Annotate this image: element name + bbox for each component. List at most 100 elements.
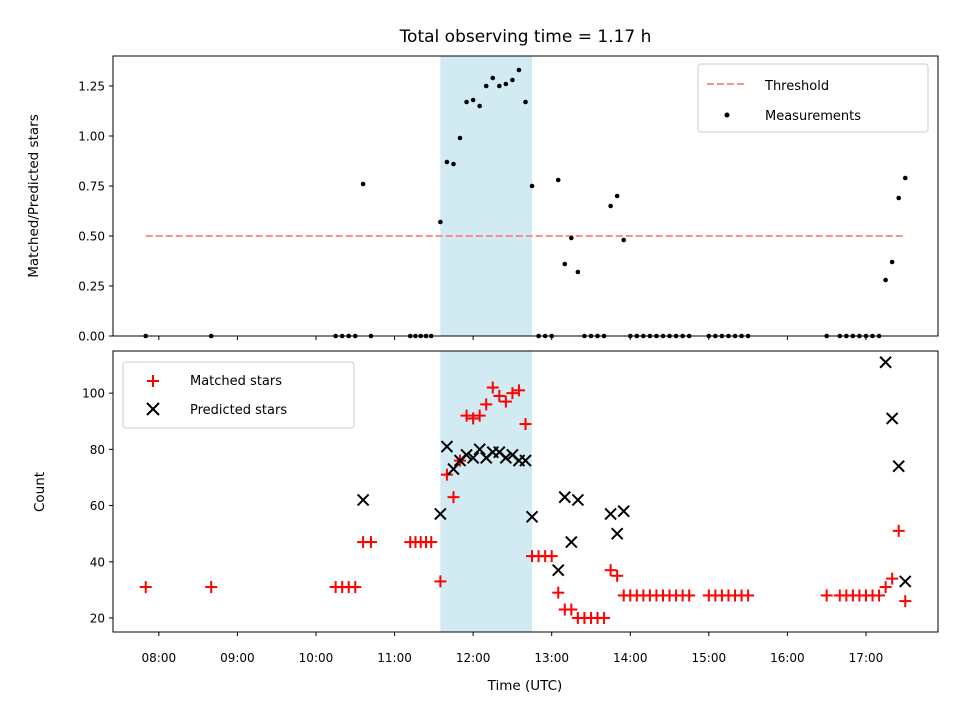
matched-star-point — [480, 398, 493, 411]
predicted-star-point — [558, 490, 571, 504]
measurement-point — [438, 219, 443, 225]
bottom-highlight-span — [440, 351, 533, 632]
predicted-star-point — [604, 507, 617, 521]
x-tick-label-5: 13:00 — [534, 651, 569, 665]
measurements-legend-marker — [724, 112, 730, 118]
matched-star-point — [545, 550, 558, 563]
x-tick-label-7: 15:00 — [692, 651, 727, 665]
predicted-star-point — [899, 575, 912, 588]
predicted-star-point — [440, 440, 454, 453]
matched-star-point — [493, 389, 506, 402]
measurement-point — [497, 83, 502, 89]
top-y-axis-label: Matched/Predicted stars — [26, 114, 42, 277]
predicted-star-point — [879, 356, 892, 369]
predicted-star-point — [499, 451, 513, 464]
matched-star-point — [873, 589, 886, 602]
measurement-point — [523, 99, 528, 105]
predicted-star-point — [356, 493, 370, 507]
bottom-y-tick-label-4: 100 — [82, 387, 105, 401]
top-axes-frame — [112, 55, 939, 337]
x-tick-label-8: 16:00 — [770, 651, 805, 665]
x-tick-label-2: 10:00 — [299, 651, 334, 665]
measurement-point — [896, 195, 902, 201]
matched-star-point — [425, 536, 438, 549]
predicted-stars-legend-marker — [146, 402, 160, 416]
measurement-point — [614, 193, 620, 199]
matched-star-point — [486, 381, 499, 394]
matched-star-point — [473, 409, 486, 422]
matched-star-point — [467, 412, 480, 425]
predicted-star-point — [565, 535, 578, 549]
bottom-legend-box — [122, 361, 355, 429]
top-panel: Total observing time = 1.17 h 0.000.250.… — [26, 27, 939, 344]
bottom-y-tick-label-1: 40 — [90, 555, 105, 569]
measurement-point — [510, 77, 515, 83]
x-tick-label-6: 14:00 — [613, 651, 648, 665]
top-y-ticks: 0.00 0.25 0.50 0.75 1.00 1.25 — [78, 80, 113, 344]
matched-star-point — [364, 536, 377, 549]
matched-star-point — [499, 395, 512, 408]
chart-title: Total observing time = 1.17 h — [399, 27, 652, 47]
matched-star-point — [552, 586, 565, 599]
top-y-tick-label-3: 0.75 — [78, 180, 105, 194]
predicted-star-point — [473, 443, 486, 456]
bottom-axes-frame — [112, 350, 939, 633]
predicted-star-point — [552, 563, 565, 577]
bottom-legend: Matched stars Predicted stars — [122, 361, 355, 429]
measurement-point — [457, 135, 463, 141]
predicted-star-point — [460, 448, 473, 462]
predicted-star-point — [525, 510, 539, 523]
measurement-point — [477, 103, 482, 109]
predicted-stars-legend-label: Predicted stars — [190, 403, 287, 418]
matched-star-point — [820, 589, 833, 602]
matched-star-point — [886, 572, 899, 585]
matched-star-point — [460, 409, 473, 422]
bottom-x-ticks: 08:00 09:00 10:00 11:00 12:00 13:00 14:00 15:00… — [142, 632, 884, 665]
matched-star-point — [899, 595, 912, 608]
x-tick-label-3: 11:00 — [377, 651, 412, 665]
matched-star-point — [879, 581, 892, 594]
matched-star-point — [440, 468, 453, 481]
measurement-point — [608, 203, 613, 209]
x-tick-label-9: 17:00 — [849, 651, 884, 665]
bottom-y-tick-label-3: 80 — [90, 443, 105, 457]
predicted-star-point — [447, 462, 460, 476]
measurement-point — [490, 75, 496, 81]
measurement-point — [444, 159, 450, 165]
top-legend-box — [697, 63, 929, 133]
top-y-tick-label-5: 1.25 — [78, 80, 105, 94]
top-y-tick-label-0: 0.00 — [78, 330, 105, 344]
x-tick-label-4: 12:00 — [456, 651, 491, 665]
measurement-point — [451, 161, 456, 167]
matched-stars-legend-marker — [147, 375, 159, 387]
matched-star-point — [683, 589, 696, 602]
top-highlight-span — [440, 56, 533, 336]
matched-star-point — [742, 589, 755, 602]
threshold-legend-label: Threshold — [764, 79, 829, 94]
matched-star-point — [598, 611, 611, 624]
measurement-point — [575, 269, 581, 275]
predicted-star-point — [434, 507, 447, 521]
measurement-point — [470, 97, 476, 103]
x-axis-label: Time (UTC) — [487, 678, 563, 694]
bottom-y-ticks: 20 40 60 80 100 — [82, 387, 113, 625]
predicted-star-point — [617, 504, 630, 518]
measurement-point — [464, 99, 469, 105]
predicted-star-point — [571, 493, 585, 507]
x-tick-label-0: 08:00 — [142, 651, 177, 665]
measurement-point — [516, 67, 522, 73]
measurement-point — [902, 175, 908, 181]
matched-star-point — [447, 491, 460, 504]
x-tick-label-1: 09:00 — [220, 651, 255, 665]
predicted-star-point — [885, 412, 899, 425]
measurement-point — [360, 181, 366, 187]
measurement-point — [621, 237, 627, 243]
predicted-star-point — [466, 451, 480, 464]
matched-star-point — [611, 569, 624, 582]
matched-star-point — [604, 564, 617, 577]
bottom-panel: 20 40 60 80 100 08:00 09:00 10:00 11:00 12:00 13:… — [32, 350, 939, 694]
measurement-point — [889, 259, 895, 265]
measurement-point — [503, 81, 509, 87]
matched-star-point — [892, 524, 905, 537]
